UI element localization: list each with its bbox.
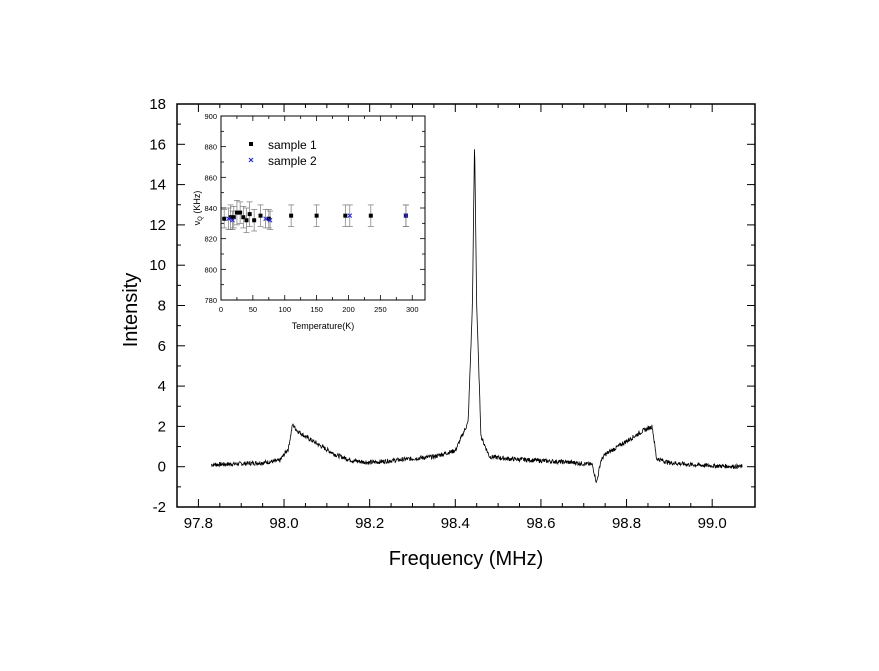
inset-point-sample-1 xyxy=(244,218,249,223)
inset-point-sample-1 xyxy=(252,218,257,223)
y-tick-label: 10 xyxy=(149,257,166,274)
inset-legend: sample 1 sample 2 xyxy=(248,138,317,168)
inset-y-tick-label: 780 xyxy=(204,296,217,305)
inset-x-axis-label: Temperature(K) xyxy=(292,321,355,331)
inset-point-sample-2 xyxy=(267,217,273,223)
inset-y-tick-label: 800 xyxy=(204,265,217,274)
legend-label-sample-1: sample 1 xyxy=(268,138,317,152)
inset-point-sample-1 xyxy=(238,210,243,215)
inset-y-label-main: ν xyxy=(192,220,202,225)
inset-point-sample-1 xyxy=(222,216,227,221)
main-tick-labels: 97.8 98.0 98.2 98.4 98.6 98.8 99.0 -2 0 2 4 6 8 10 12 1… xyxy=(149,96,726,532)
inset-points xyxy=(222,210,409,223)
inset-x-tick-label: 50 xyxy=(249,305,257,314)
inset-x-tick-label: 100 xyxy=(278,305,291,314)
inset-point-sample-1 xyxy=(231,215,236,220)
legend-marker-sample-2 xyxy=(248,157,254,163)
y-tick-label: -2 xyxy=(153,499,166,516)
inset-x-tick-label: 200 xyxy=(342,305,355,314)
y-tick-label: 2 xyxy=(158,418,166,435)
inset-y-tick-label: 820 xyxy=(204,235,217,244)
inset-chart: 0 50 100 150 200 250 300780800820840860880900 … xyxy=(192,112,426,331)
inset-x-tick-label: 300 xyxy=(406,305,419,314)
inset-point-sample-1 xyxy=(289,213,294,218)
x-tick-label: 99.0 xyxy=(698,515,727,532)
inset-point-sample-1 xyxy=(247,212,252,217)
y-tick-label: 12 xyxy=(149,217,166,234)
y-tick-label: 0 xyxy=(158,459,166,476)
inset-y-label-rest: (KHz) xyxy=(192,191,202,217)
legend-marker-sample-1 xyxy=(249,142,253,146)
inset-x-tick-label: 150 xyxy=(310,305,323,314)
inset-point-sample-1 xyxy=(234,210,239,215)
inset-point-sample-1 xyxy=(241,215,246,220)
spectrum-line xyxy=(210,149,743,484)
x-tick-label: 98.8 xyxy=(612,515,641,532)
x-tick-label: 98.0 xyxy=(269,515,298,532)
inset-point-sample-2 xyxy=(230,217,235,223)
inset-ticks xyxy=(220,115,425,301)
x-axis-label: Frequency (MHz) xyxy=(389,548,543,570)
inset-y-tick-label: 880 xyxy=(204,143,217,152)
legend-label-sample-2: sample 2 xyxy=(268,154,317,168)
inset-point-sample-1 xyxy=(258,213,263,218)
inset-point-sample-2 xyxy=(263,216,269,222)
y-tick-label: 4 xyxy=(158,378,166,395)
inset-x-tick-label: 0 xyxy=(219,305,223,314)
main-chart: 97.8 98.0 98.2 98.4 98.6 98.8 99.0 -2 0 2 4 6 8 10 12 1… xyxy=(120,96,756,570)
x-tick-label: 98.2 xyxy=(355,515,384,532)
inset-y-tick-label: 860 xyxy=(204,173,217,182)
x-tick-label: 97.8 xyxy=(184,515,213,532)
y-tick-label: 8 xyxy=(158,298,166,315)
x-tick-label: 98.6 xyxy=(526,515,555,532)
main-ticks xyxy=(177,103,755,508)
inset-tick-labels: 0 50 100 150 200 250 300 780 800 820 840 860 880 900 xyxy=(204,112,418,314)
inset-point-sample-1 xyxy=(343,213,348,218)
inset-y-tick-label: 840 xyxy=(204,204,217,213)
inset-point-sample-2 xyxy=(226,216,232,222)
y-axis-label: Intensity xyxy=(120,273,142,347)
x-tick-label: 98.4 xyxy=(441,515,470,532)
y-tick-label: 6 xyxy=(158,338,166,355)
inset-y-tick-label: 900 xyxy=(204,112,217,121)
inset-point-sample-2 xyxy=(347,213,353,219)
inset-point-sample-1 xyxy=(368,213,373,218)
inset-y-axis-label: νQ (KHz) xyxy=(192,191,204,226)
y-tick-label: 14 xyxy=(149,177,166,194)
inset-background xyxy=(221,116,425,300)
y-tick-label: 18 xyxy=(149,96,166,113)
inset-point-sample-2 xyxy=(403,213,409,219)
inset-y-label-sub: Q xyxy=(198,216,204,221)
inset-x-tick-label: 250 xyxy=(374,305,387,314)
inset-point-sample-1 xyxy=(314,213,319,218)
y-tick-label: 16 xyxy=(149,136,166,153)
